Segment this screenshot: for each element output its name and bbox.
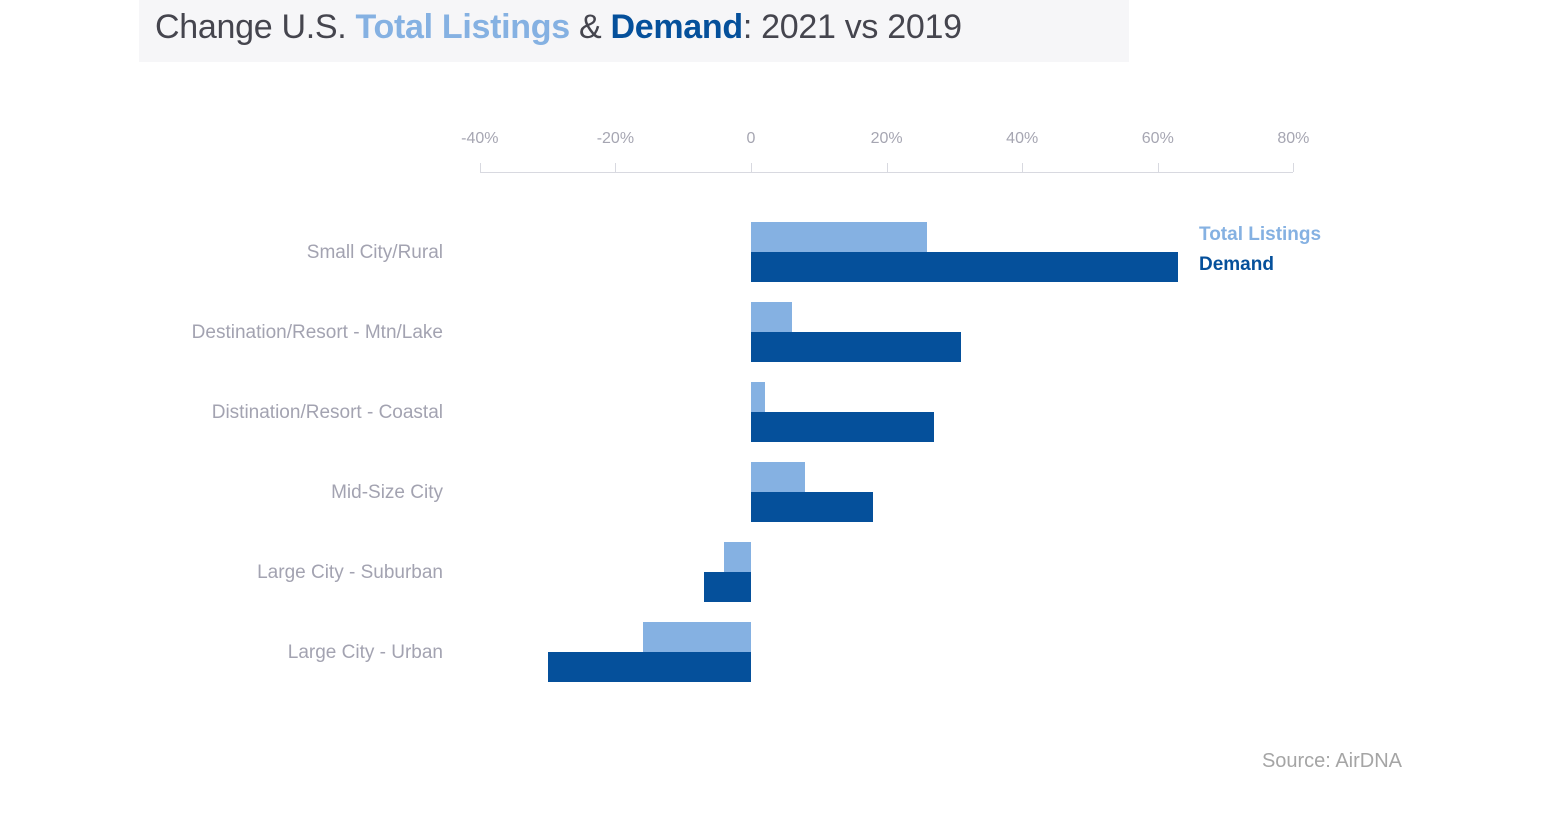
x-axis-tick-label: 80% xyxy=(1277,130,1310,147)
bar-demand xyxy=(547,652,751,682)
bar-demand xyxy=(751,492,874,522)
bar-total-listings xyxy=(751,222,928,252)
x-axis-tick-label: 40% xyxy=(1006,130,1039,147)
x-axis-tick xyxy=(1022,163,1024,172)
x-axis-tick xyxy=(751,163,752,172)
title-total-listings: Total Listings xyxy=(355,8,571,46)
x-axis-tick-label: 20% xyxy=(870,130,903,147)
x-axis-tick xyxy=(886,163,888,172)
bar-total-listings xyxy=(751,302,792,332)
source-label: Source: AirDNA xyxy=(1261,750,1402,772)
legend-demand: Demand xyxy=(1199,254,1274,275)
bar-demand xyxy=(751,412,935,442)
category-label: Mid-Size City xyxy=(331,482,443,503)
x-axis-tick xyxy=(1157,163,1159,172)
category-label: Distination/Resort - Coastal xyxy=(211,402,443,423)
bar-total-listings xyxy=(751,462,806,492)
x-axis-tick-label: 0 xyxy=(746,130,756,147)
chart-title: Change U.S. Total Listings & Demand: 202… xyxy=(155,8,962,47)
title-band xyxy=(139,0,1129,62)
title-prefix: Change U.S. xyxy=(155,8,356,46)
x-axis-tick xyxy=(479,163,481,172)
bar-total-listings xyxy=(642,622,751,652)
title-suffix: : 2021 vs 2019 xyxy=(742,8,962,46)
category-label: Destination/Resort - Mtn/Lake xyxy=(191,322,443,343)
category-label: Large City - Urban xyxy=(287,642,443,663)
bar-demand xyxy=(751,332,962,362)
bar-total-listings xyxy=(751,382,765,412)
bar-demand xyxy=(751,252,1179,282)
title-ampersand: & xyxy=(569,8,611,46)
bar-demand xyxy=(703,572,751,602)
legend-total-listings: Total Listings xyxy=(1199,224,1322,245)
x-axis-tick-label: -20% xyxy=(596,130,635,147)
x-axis-tick xyxy=(615,163,617,172)
x-axis-tick-label: -40% xyxy=(461,130,499,147)
category-label: Small City/Rural xyxy=(306,242,443,263)
bar-total-listings xyxy=(723,542,751,572)
x-axis-line xyxy=(479,172,1294,173)
x-axis-tick-label: 60% xyxy=(1141,130,1174,147)
title-demand: Demand xyxy=(610,8,743,46)
category-label: Large City - Suburban xyxy=(257,562,443,583)
x-axis-tick xyxy=(1293,163,1295,172)
